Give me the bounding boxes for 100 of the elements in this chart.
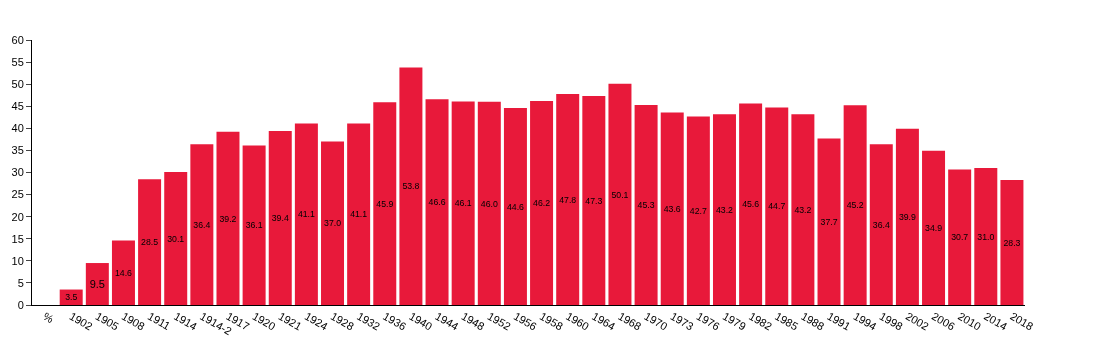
bar	[190, 144, 214, 305]
bar	[869, 144, 893, 305]
data-label: 41.1	[297, 209, 316, 220]
data-label: 36.4	[872, 219, 890, 230]
bar	[451, 101, 475, 305]
y-tick-label: 35	[11, 144, 24, 157]
data-label: 46.6	[428, 197, 446, 208]
x-tick-label: 1985	[773, 309, 801, 333]
data-label: 36.1	[245, 220, 263, 231]
y-tick-label: 20	[11, 210, 24, 223]
x-tick-label: 1968	[616, 309, 644, 333]
bar	[791, 114, 815, 305]
data-label: 44.6	[506, 201, 525, 212]
data-label: 46.2	[533, 198, 551, 209]
x-tick-label: %	[41, 309, 56, 326]
bar	[503, 108, 527, 305]
x-tick-label: 1944	[433, 309, 461, 333]
x-tick-label: 1905	[93, 309, 121, 333]
bar	[843, 105, 867, 305]
bar	[582, 96, 606, 305]
data-label: 45.2	[846, 200, 864, 211]
bar	[216, 131, 240, 305]
data-label: 39.9	[898, 212, 917, 223]
x-tick-label: 2006	[929, 309, 957, 333]
data-label: 39.2	[219, 213, 237, 224]
x-tick-label: 1979	[720, 309, 748, 333]
x-tick-label: 1920	[250, 309, 278, 333]
x-tick-label: 2018	[1008, 309, 1036, 333]
x-tick-label: 1970	[642, 309, 670, 333]
y-tick-label: 30	[11, 166, 24, 179]
x-tick-label: 1928	[328, 309, 356, 333]
data-label: 44.7	[768, 201, 786, 212]
x-tick-label: 1936	[381, 309, 409, 333]
bar	[974, 168, 998, 305]
x-tick-label: 1911	[145, 309, 173, 333]
y-tick-label: 5	[17, 276, 24, 289]
y-tick-label: 10	[11, 254, 24, 267]
data-label: 45.3	[637, 200, 655, 211]
x-tick-label: 1932	[354, 309, 383, 333]
data-label: 28.3	[1003, 237, 1021, 248]
x-tick-label: 1973	[668, 309, 696, 333]
y-tick-label: 25	[11, 188, 24, 201]
bar	[268, 130, 292, 305]
data-label: 53.8	[402, 181, 420, 192]
data-label: 42.7	[689, 205, 707, 216]
data-label: 28.5	[141, 237, 159, 248]
y-tick-label: 40	[11, 122, 24, 135]
data-label: 50.1	[611, 189, 629, 200]
bar	[1000, 180, 1024, 305]
x-tick-label: 1940	[407, 309, 435, 333]
bar	[660, 112, 684, 305]
x-tick-label: 1991	[825, 309, 853, 333]
x-tick-label: 2014	[982, 309, 1010, 333]
x-tick-label: 1988	[799, 309, 827, 333]
x-tick-label: 1948	[459, 309, 487, 333]
data-label: 47.8	[559, 194, 577, 205]
bar	[294, 123, 318, 305]
bar	[399, 67, 423, 305]
bar	[556, 93, 580, 305]
bar	[425, 99, 449, 305]
x-tick-label: 1976	[694, 309, 722, 333]
y-tick-label: 15	[11, 232, 24, 245]
x-tick-label: 2002	[903, 309, 931, 333]
data-label: 43.2	[794, 204, 812, 215]
x-tick-label: 1952	[485, 309, 513, 333]
bar	[948, 169, 972, 305]
bar	[686, 116, 710, 305]
data-label: 9.5	[89, 278, 105, 291]
data-label: 37.0	[324, 218, 342, 229]
data-label: 34.9	[925, 223, 943, 234]
x-tick-label: 1998	[877, 309, 905, 333]
bar	[739, 103, 763, 305]
data-label: 37.7	[820, 216, 838, 227]
data-label: 43.6	[663, 203, 681, 214]
y-tick-label: 50	[11, 78, 24, 91]
x-tick-label: 1924	[302, 309, 330, 333]
data-label: 31.0	[977, 231, 995, 242]
x-tick-label: 2010	[955, 309, 984, 333]
x-tick-label: 1964	[590, 309, 618, 333]
data-label: 39.4	[271, 213, 289, 224]
y-tick-label: 0	[17, 298, 24, 311]
y-tick-label: 55	[11, 55, 24, 68]
data-label: 41.1	[350, 209, 368, 220]
bar	[895, 128, 919, 305]
x-tick-label: 1958	[537, 309, 566, 333]
data-label: 30.7	[951, 232, 969, 243]
y-tick-label: 60	[11, 33, 24, 46]
bar	[608, 83, 632, 305]
data-label: 46.1	[454, 198, 472, 209]
x-tick-label: 1914	[171, 309, 200, 333]
bar	[138, 179, 162, 305]
bar	[321, 141, 345, 305]
data-label: 14.6	[114, 267, 133, 278]
x-tick-label: 1902	[67, 309, 95, 333]
bar	[373, 102, 397, 305]
data-label: 30.1	[167, 233, 185, 244]
data-label: 45.6	[742, 199, 760, 210]
data-label: 43.2	[715, 204, 734, 215]
bar	[164, 172, 188, 305]
bar	[817, 138, 841, 305]
